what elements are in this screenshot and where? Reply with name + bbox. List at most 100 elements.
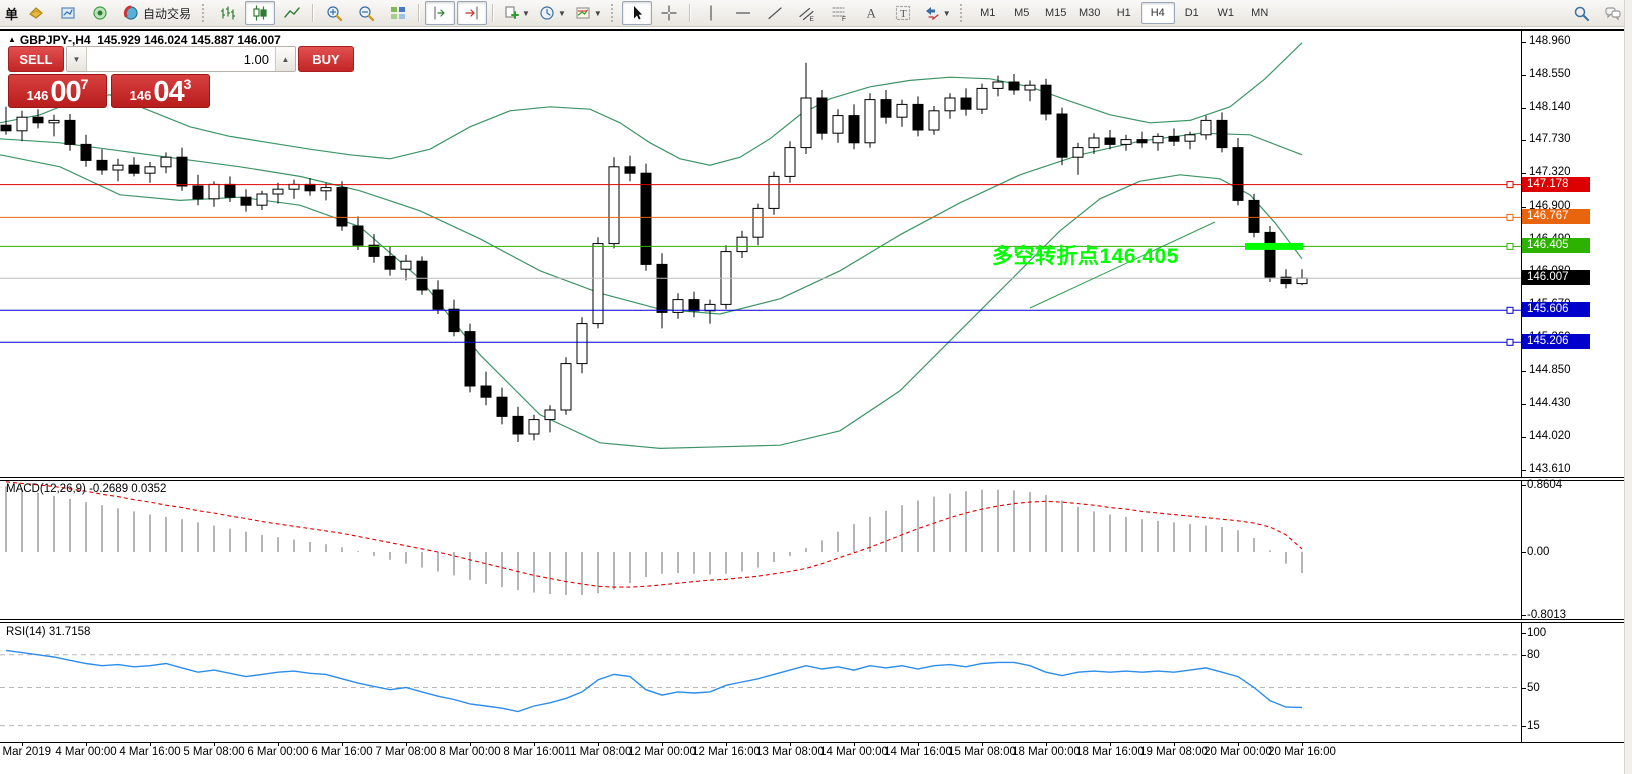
window-edge: [1624, 0, 1632, 774]
buy-button[interactable]: BUY: [298, 46, 354, 72]
time-tick-mark: [662, 742, 663, 746]
tile-windows-icon[interactable]: [383, 1, 413, 25]
buy-price-sup: 3: [183, 76, 192, 92]
price-tick-mark: [1521, 108, 1526, 109]
price-badge-146.007: 146.007: [1522, 270, 1590, 285]
zoom-out-icon[interactable]: [351, 1, 381, 25]
trendline: [1029, 221, 1216, 309]
time-tick-label: 19 Mar 08:00: [1140, 746, 1208, 758]
market-watch-icon[interactable]: [21, 1, 51, 25]
auto-scroll-icon[interactable]: [457, 1, 488, 25]
price-tick-mark: [1521, 470, 1526, 471]
timeframe-button-M1[interactable]: M1: [980, 7, 996, 19]
price-tick-label: 148.550: [1529, 68, 1571, 80]
cursor-icon[interactable]: [621, 1, 652, 25]
volume-input[interactable]: [87, 47, 275, 71]
price-badge-146.405: 146.405: [1522, 238, 1590, 253]
time-tick-mark: [982, 742, 983, 746]
new-chart-icon[interactable]: ▼: [499, 1, 533, 25]
time-tick-label: 4 Mar 16:00: [119, 746, 181, 758]
timeframe-button-D1[interactable]: D1: [1184, 7, 1199, 19]
vertical-line-icon[interactable]: [696, 1, 726, 25]
price-tick-label: 148.960: [1529, 35, 1571, 47]
price-tick-mark: [1521, 75, 1526, 76]
timeframe-button-H1[interactable]: H1: [1116, 7, 1131, 19]
periods-icon[interactable]: ▼: [535, 1, 569, 25]
new-order-partial-label[interactable]: 单: [5, 6, 19, 22]
buy-price-base: 146: [129, 88, 152, 103]
signals-icon[interactable]: [85, 1, 115, 25]
bar-chart-icon[interactable]: [213, 1, 243, 25]
time-tick-label: 20 Mar 16:00: [1268, 746, 1336, 758]
horizontal-line-icon[interactable]: [728, 1, 758, 25]
time-tick-label: 1 Mar 2019: [0, 746, 52, 758]
shift-chart-end-icon[interactable]: [425, 1, 456, 25]
time-tick-mark: [1174, 742, 1175, 746]
time-tick-mark: [86, 742, 87, 746]
rsi-panel-canvas[interactable]: [0, 623, 1521, 742]
trendline-icon[interactable]: [760, 1, 790, 25]
sell-price-base: 146: [26, 88, 49, 103]
macd-tick-mark: [1521, 552, 1526, 553]
line-chart-icon[interactable]: [277, 1, 307, 25]
price-tick-mark: [1521, 437, 1526, 438]
text-label-icon[interactable]: T: [888, 1, 918, 25]
price-tick-label: 144.430: [1529, 397, 1571, 409]
toolbar-drag-handle[interactable]: [610, 4, 616, 22]
dropdown-arrow-icon: ▼: [557, 8, 566, 18]
time-tick-mark: [342, 742, 343, 746]
rsi-tick-label: 15: [1527, 720, 1540, 732]
timeframe-button-M15[interactable]: M15: [1045, 7, 1067, 19]
time-tick-label: 6 Mar 16:00: [311, 746, 373, 758]
price-tick-mark: [1521, 173, 1526, 174]
equidistant-channel-icon[interactable]: E: [792, 1, 822, 25]
candlestick-chart-icon[interactable]: [245, 1, 276, 25]
svg-text:F: F: [842, 16, 846, 22]
time-tick-label: 14 Mar 00:00: [820, 746, 888, 758]
ohlc-values: 145.929 146.024 145.887 146.007: [97, 33, 281, 47]
time-tick-label: 11 Mar 08:00: [564, 746, 632, 758]
sell-button[interactable]: SELL: [8, 46, 64, 72]
zoom-in-icon[interactable]: [319, 1, 349, 25]
crosshair-icon[interactable]: [654, 1, 684, 25]
autotrade-button[interactable]: 自动交易: [117, 1, 196, 25]
volume-increase-button[interactable]: ▲: [275, 47, 295, 71]
toolbar-drag-handle[interactable]: [959, 4, 965, 22]
toolbar-separator: [418, 4, 421, 22]
time-tick-label: 18 Mar 16:00: [1076, 746, 1144, 758]
price-tick-mark: [1521, 371, 1526, 372]
price-badge-146.767: 146.767: [1522, 209, 1590, 224]
sell-price-box[interactable]: 146 00 7: [8, 74, 107, 108]
collapse-icon[interactable]: ▲: [8, 35, 16, 44]
svg-text:A: A: [866, 6, 876, 21]
macd-tick-mark: [1521, 615, 1526, 616]
macd-panel-canvas[interactable]: [0, 481, 1521, 619]
price-tick-label: 147.320: [1529, 166, 1571, 178]
search-icon[interactable]: [1566, 1, 1596, 25]
volume-decrease-button[interactable]: ▼: [67, 47, 87, 71]
time-axis-line: [0, 742, 1624, 743]
text-icon[interactable]: A: [856, 1, 886, 25]
timeframe-button-M30[interactable]: M30: [1079, 7, 1101, 19]
toolbar-drag-handle[interactable]: [202, 4, 207, 22]
dropdown-arrow-icon: ▼: [522, 8, 530, 18]
fibonacci-icon[interactable]: F: [824, 1, 854, 25]
chat-icon[interactable]: [1598, 1, 1628, 25]
timeframe-button-W1[interactable]: W1: [1217, 7, 1234, 19]
timeframe-button-MN[interactable]: MN: [1251, 7, 1269, 19]
panel-separator[interactable]: [0, 477, 1624, 481]
time-tick-mark: [1046, 742, 1047, 746]
time-tick-label: 6 Mar 00:00: [247, 746, 309, 758]
timeframe-button-M5[interactable]: M5: [1014, 7, 1030, 19]
buy-price-box[interactable]: 146 04 3: [111, 74, 210, 108]
timeframe-button-H4[interactable]: H4: [1140, 2, 1175, 24]
templates-icon[interactable]: ▼: [571, 1, 605, 25]
macd-signal-line: [5, 481, 1303, 588]
arrows-icon[interactable]: ▼: [920, 1, 954, 25]
chart-window-icon[interactable]: [53, 1, 83, 25]
panel-separator[interactable]: [0, 619, 1624, 623]
rsi-tick-label: 50: [1527, 682, 1540, 694]
time-tick-label: 8 Mar 16:00: [503, 746, 565, 758]
main-chart-canvas[interactable]: [0, 31, 1521, 478]
